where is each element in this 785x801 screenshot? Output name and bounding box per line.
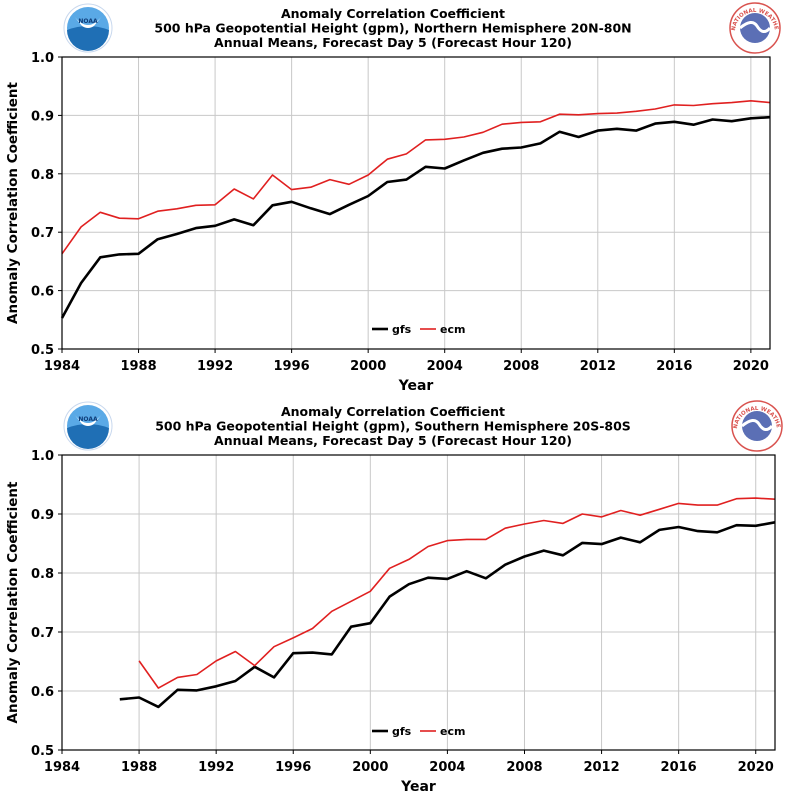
chart-subtitle-line: 500 hPa Geopotential Height (gpm), North… bbox=[154, 21, 631, 36]
x-tick-label: 2000 bbox=[352, 760, 388, 775]
legend: gfs ecm bbox=[372, 323, 465, 336]
y-tick-label: 0.9 bbox=[31, 508, 54, 523]
plot-frame bbox=[61, 454, 776, 751]
y-tick-label: 0.7 bbox=[31, 626, 54, 641]
y-tick-label: 0.8 bbox=[31, 168, 54, 183]
y-tick-label: 1.0 bbox=[31, 449, 54, 464]
x-tick-label: 1984 bbox=[44, 359, 80, 374]
x-axis-label: Year bbox=[398, 378, 434, 394]
nws-logo-center bbox=[742, 411, 772, 441]
nws-logo-center bbox=[740, 13, 770, 43]
x-tick-label: 1992 bbox=[197, 359, 233, 374]
x-tick-label: 1996 bbox=[275, 760, 311, 775]
noaa-logo-sea bbox=[67, 26, 109, 51]
y-tick-label: 0.5 bbox=[31, 744, 54, 759]
x-tick-label: 2000 bbox=[350, 359, 386, 374]
chart-title: Anomaly Correlation Coefficient bbox=[281, 404, 505, 419]
x-tick-label: 2008 bbox=[503, 359, 539, 374]
x-tick-label: 2016 bbox=[656, 359, 692, 374]
noaa-logo-gull bbox=[74, 414, 102, 426]
y-tick-label: 0.8 bbox=[31, 567, 54, 582]
x-tick-label: 2004 bbox=[429, 760, 465, 775]
y-axis-label: Anomaly Correlation Coefficient bbox=[5, 81, 21, 323]
noaa-logo: NOAA bbox=[63, 401, 113, 451]
chart-title: Anomaly Correlation Coefficient bbox=[281, 6, 505, 21]
y-axis-label: Anomaly Correlation Coefficient bbox=[5, 481, 21, 723]
y-tick-label: 0.5 bbox=[31, 343, 54, 358]
chart-panel-northern: Anomaly Correlation Coefficient 500 hPa G… bbox=[0, 0, 785, 398]
chart-panel-southern: Anomaly Correlation Coefficient 500 hPa G… bbox=[0, 394, 785, 797]
series-line-gfs bbox=[119, 521, 776, 709]
series-line-gfs bbox=[60, 115, 771, 319]
legend-label-ecm: ecm bbox=[440, 323, 465, 336]
y-tick-label: 0.6 bbox=[31, 285, 54, 300]
x-axis-label: Year bbox=[400, 779, 436, 795]
x-tick-label: 2012 bbox=[583, 760, 619, 775]
x-tick-label: 2020 bbox=[733, 359, 769, 374]
noaa-logo-sea bbox=[67, 424, 109, 449]
noaa-logo-text: NOAA bbox=[78, 416, 98, 423]
series-line-ecm bbox=[138, 497, 776, 689]
y-tick-label: 0.6 bbox=[31, 685, 54, 700]
x-tick-label: 1996 bbox=[274, 359, 310, 374]
chart-subtitle-line: Annual Means, Forecast Day 5 (Forecast H… bbox=[214, 35, 572, 50]
legend-label-gfs: gfs bbox=[392, 323, 412, 336]
nws-logo-swirl bbox=[739, 21, 772, 33]
x-tick-label: 2004 bbox=[427, 359, 463, 374]
series-line-ecm bbox=[61, 100, 771, 255]
y-tick-label: 0.9 bbox=[31, 109, 54, 124]
legend: gfs ecm bbox=[372, 725, 465, 738]
nws-logo-swirl bbox=[741, 419, 774, 431]
y-tick-label: 1.0 bbox=[31, 51, 54, 66]
noaa-logo-gull bbox=[74, 16, 102, 28]
y-tick-label: 0.7 bbox=[31, 226, 54, 241]
x-tick-label: 2008 bbox=[506, 760, 542, 775]
x-tick-label: 2016 bbox=[661, 760, 697, 775]
x-tick-label: 1988 bbox=[121, 760, 157, 775]
noaa-logo-text: NOAA bbox=[78, 18, 98, 25]
x-tick-label: 2012 bbox=[580, 359, 616, 374]
x-tick-label: 1992 bbox=[198, 760, 234, 775]
legend-label-ecm: ecm bbox=[440, 725, 465, 738]
chart-subtitle-line: Annual Means, Forecast Day 5 (Forecast H… bbox=[214, 433, 572, 448]
x-tick-label: 1988 bbox=[120, 359, 156, 374]
x-tick-label: 2020 bbox=[738, 760, 774, 775]
x-tick-label: 1984 bbox=[44, 760, 80, 775]
legend-label-gfs: gfs bbox=[392, 725, 412, 738]
noaa-logo: NOAA bbox=[63, 3, 113, 53]
chart-subtitle-line: 500 hPa Geopotential Height (gpm), South… bbox=[155, 419, 631, 434]
plot-frame bbox=[61, 56, 771, 350]
